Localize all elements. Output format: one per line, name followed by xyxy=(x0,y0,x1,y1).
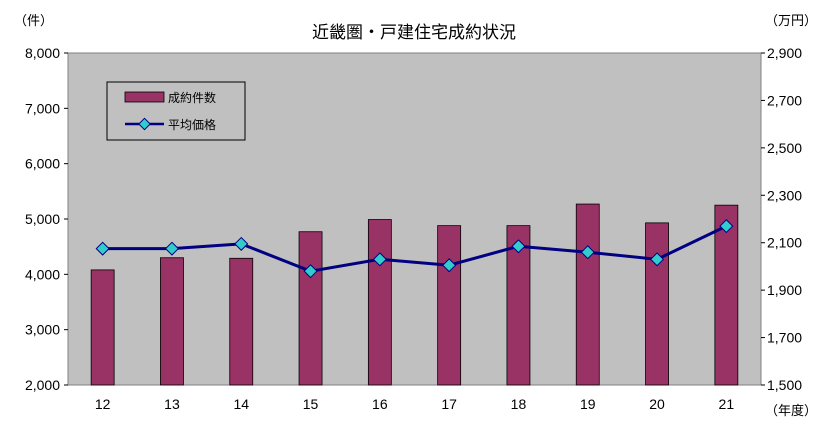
legend-bar-label: 成約件数 xyxy=(168,90,216,105)
right-tick-label: 2,700 xyxy=(767,92,802,108)
right-tick-label: 2,300 xyxy=(767,187,802,203)
left-tick-label: 3,000 xyxy=(25,322,60,338)
bar-19 xyxy=(575,203,600,386)
x-axis-unit: （年度） xyxy=(765,403,817,419)
legend-bar-swatch xyxy=(124,91,165,103)
legend-line-label: 平均価格 xyxy=(168,117,216,132)
price-line xyxy=(102,224,727,273)
bar-21 xyxy=(714,204,739,386)
price-point-17 xyxy=(442,258,457,273)
chart-title: 近畿圏・戸建住宅成約状況 xyxy=(312,23,516,43)
bar-12 xyxy=(90,269,115,386)
price-point-15 xyxy=(303,264,318,279)
ticks-group: 2,000 3,000 4,000 5,000 6,000 7,000 8,000 1,500… xyxy=(25,45,802,412)
legend-line-marker xyxy=(138,117,151,131)
x-tick-label: 17 xyxy=(441,396,457,412)
x-tick-label: 20 xyxy=(649,396,665,412)
price-point-12 xyxy=(95,241,110,256)
right-tick-label: 2,500 xyxy=(767,140,802,156)
right-tick-label: 1,700 xyxy=(767,330,802,346)
bar-13 xyxy=(160,257,184,386)
price-point-13 xyxy=(164,241,180,256)
left-tick-label: 2,000 xyxy=(25,377,60,393)
right-tick-label: 2,900 xyxy=(767,45,802,61)
right-axis-unit: （万円） xyxy=(765,14,817,29)
line-group xyxy=(95,219,734,279)
price-point-20 xyxy=(649,252,665,267)
left-tick-label: 7,000 xyxy=(25,100,60,116)
right-tick-label: 1,900 xyxy=(767,282,802,298)
bar-16 xyxy=(367,219,392,386)
right-tick-label: 2,100 xyxy=(767,235,802,251)
x-tick-label: 15 xyxy=(303,396,319,412)
legend: 成約件数 平均価格 xyxy=(106,81,246,141)
price-point-14 xyxy=(234,236,249,251)
x-tick-label: 21 xyxy=(719,396,735,412)
bar-14 xyxy=(229,257,254,386)
right-tick-label: 1,500 xyxy=(767,377,802,393)
bar-15 xyxy=(298,231,323,386)
bar-18 xyxy=(506,225,531,386)
left-tick-label: 6,000 xyxy=(25,156,60,172)
x-tick-label: 16 xyxy=(372,396,388,412)
bar-17 xyxy=(437,225,462,386)
x-tick-label: 19 xyxy=(580,396,596,412)
price-point-21 xyxy=(719,219,734,234)
x-tick-label: 13 xyxy=(164,396,180,412)
left-axis-unit: （件） xyxy=(14,14,53,29)
price-point-19 xyxy=(580,245,595,260)
left-tick-label: 5,000 xyxy=(25,211,60,227)
price-point-16 xyxy=(372,252,387,267)
left-tick-label: 8,000 xyxy=(25,45,60,61)
x-tick-label: 12 xyxy=(95,396,111,412)
left-tick-label: 4,000 xyxy=(25,266,60,282)
x-tick-label: 14 xyxy=(233,396,249,412)
bar-20 xyxy=(645,222,669,386)
x-tick-label: 18 xyxy=(511,396,527,412)
price-point-18 xyxy=(511,239,526,254)
